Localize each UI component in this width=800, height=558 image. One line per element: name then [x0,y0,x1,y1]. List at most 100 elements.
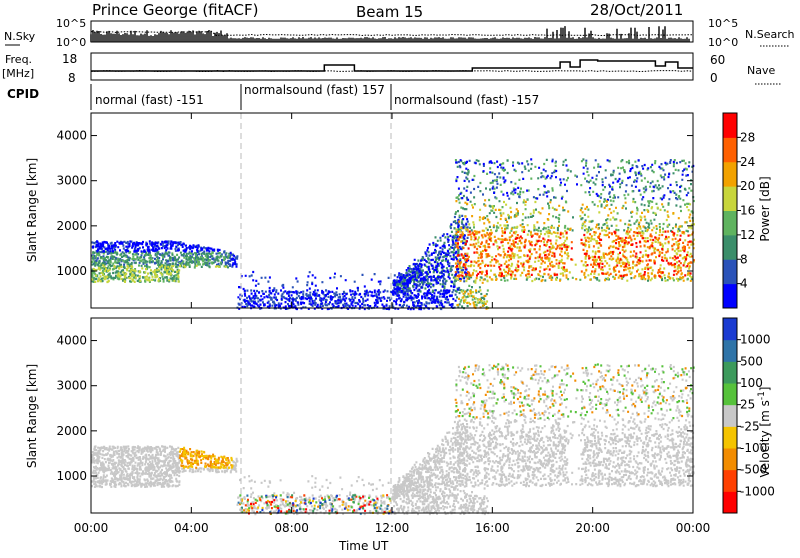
nsearch-line [90,30,693,37]
colorbar-swatch [723,426,737,449]
y-tick-label: 3000 [56,379,87,393]
power-colorbar: 4 8 12 16 20 24 28 [722,112,755,309]
colorbar-swatch [723,186,737,211]
x-tick-label: 12:00 [375,521,410,535]
colorbar-tick-label: 28 [740,130,755,144]
x-tick-label: 00:00 [74,521,109,535]
beam-title: Beam 15 [356,3,423,21]
colorbar-tick-label: 16 [740,204,755,218]
data-cells [178,364,691,513]
data-cells [456,230,692,278]
colorbar-tick-label: 8 [740,252,748,266]
colorbar-tick-label: -25 [740,419,760,433]
power-colorbar-label: Power [dB] [758,176,772,241]
nave-tick-bottom: 0 [710,71,718,85]
velocity-xlabel: Time UT [338,539,389,553]
colorbar-swatch [723,491,737,514]
date-title: 28/Oct/2011 [590,1,683,19]
cpid-label: CPID [7,87,39,101]
nsky-label: N.Sky [4,30,36,43]
x-tick-label: 00:00 [676,521,711,535]
data-cells [91,158,695,310]
nsky-bars [90,26,690,42]
colorbar-tick-label: 12 [740,228,755,242]
colorbar-tick-label: -100 [740,441,767,455]
freq-label: Freq. [5,53,32,66]
power-panel: 1000 2000 3000 4000 Slant Range [km] 4 8 12 16… [25,112,772,311]
colorbar-tick-label: 20 [740,179,755,193]
colorbar-swatch [723,383,737,406]
colorbar-swatch [723,469,737,492]
colorbar-tick-label: 24 [740,155,755,169]
power-x-ticks [90,113,694,308]
colorbar-tick-label: 4 [740,277,748,291]
nsearch-label: N.Search [745,28,795,41]
velocity-colorbar: 1000 500 100 25 -25 -100 -500 -1000 [722,317,775,514]
velocity-x-axis: 00:00 04:00 08:00 12:00 16:00 20:00 00:00 [74,318,711,535]
site-title: Prince George (fitACF) [92,1,258,19]
colorbar-swatch [723,210,737,236]
freq-tick-bottom: 8 [68,71,76,85]
velocity-colorbar-label: Velocity [m s-1] [757,387,772,478]
nave-label: Nave [747,64,775,77]
nsky-tick-top: 10^5 [56,17,86,30]
nsky-series [90,26,690,42]
x-tick-label: 08:00 [274,521,309,535]
data-cells [91,363,695,516]
power-ylabel: Slant Range [km] [25,158,39,262]
colorbar-tick-label: -500 [740,463,767,477]
freq-panel: Freq. [MHz] 18 8 60 0 Nave [2,52,782,85]
colorbar-swatch [723,283,737,309]
y-tick-label: 1000 [56,264,87,278]
y-tick-label: 4000 [56,129,87,143]
colorbar-tick-label: -1000 [740,484,775,498]
power-heatmap [91,158,695,311]
data-cells [91,159,695,309]
velocity-colorbar-label-sup: -1 [757,391,767,400]
velocity-colorbar-label-main: Velocity [m s [758,400,772,477]
nave-line [90,69,694,73]
y-tick-label: 2000 [56,219,87,233]
velocity-y-axis: 1000 2000 3000 4000 [56,334,693,483]
colorbar-swatch [723,161,737,187]
nsearch-tick-bottom: 10^0 [708,36,738,49]
cpid-band: CPID normal (fast) -151 normalsound (fas… [7,83,539,110]
colorbar-frame [722,317,738,514]
colorbar-swatch [723,318,737,341]
colorbar-tick-label: 1000 [740,333,771,347]
data-cells [261,494,394,515]
nave-tick-top: 60 [710,53,725,67]
freq-unit-label: [MHz] [2,67,34,80]
data-cells [91,158,694,311]
cpid-segment-2: normalsound (fast) 157 [244,83,385,97]
velocity-ylabel: Slant Range [km] [25,364,39,468]
x-tick-label: 04:00 [174,521,209,535]
cpid-segment-3: normalsound (fast) -157 [394,93,539,107]
data-cells [179,446,392,515]
y-tick-label: 4000 [56,334,87,348]
colorbar-tick-label: 100 [740,376,763,390]
colorbar-swatch [723,259,737,285]
colorbar-swatch [723,404,737,427]
nsky-tick-bottom: 10^0 [56,36,86,49]
power-y-axis: 1000 2000 3000 4000 [56,129,693,278]
velocity-heatmap [91,363,695,516]
nsky-panel: N.Sky 10^5 10^0 10^5 10^0 N.Search [4,17,795,49]
colorbar-swatch [723,113,737,138]
freq-tick-top: 18 [62,52,77,66]
colorbar-swatch [723,361,737,384]
y-tick-label: 1000 [56,469,87,483]
data-cells [454,199,695,310]
velocity-panel: 1000 2000 3000 4000 00:00 04:00 08:00 12:00 16:… [25,317,775,553]
cpid-segment-1: normal (fast) -151 [95,93,204,107]
nsearch-tick-top: 10^5 [708,17,738,30]
freq-line [91,59,693,72]
colorbar-tick-label: 25 [740,398,755,412]
x-tick-label: 20:00 [575,521,610,535]
colorbar-swatch [723,448,737,471]
y-tick-label: 2000 [56,424,87,438]
y-tick-label: 3000 [56,174,87,188]
velocity-colorbar-label-end: ] [758,387,772,392]
colorbar-swatch [723,339,737,362]
